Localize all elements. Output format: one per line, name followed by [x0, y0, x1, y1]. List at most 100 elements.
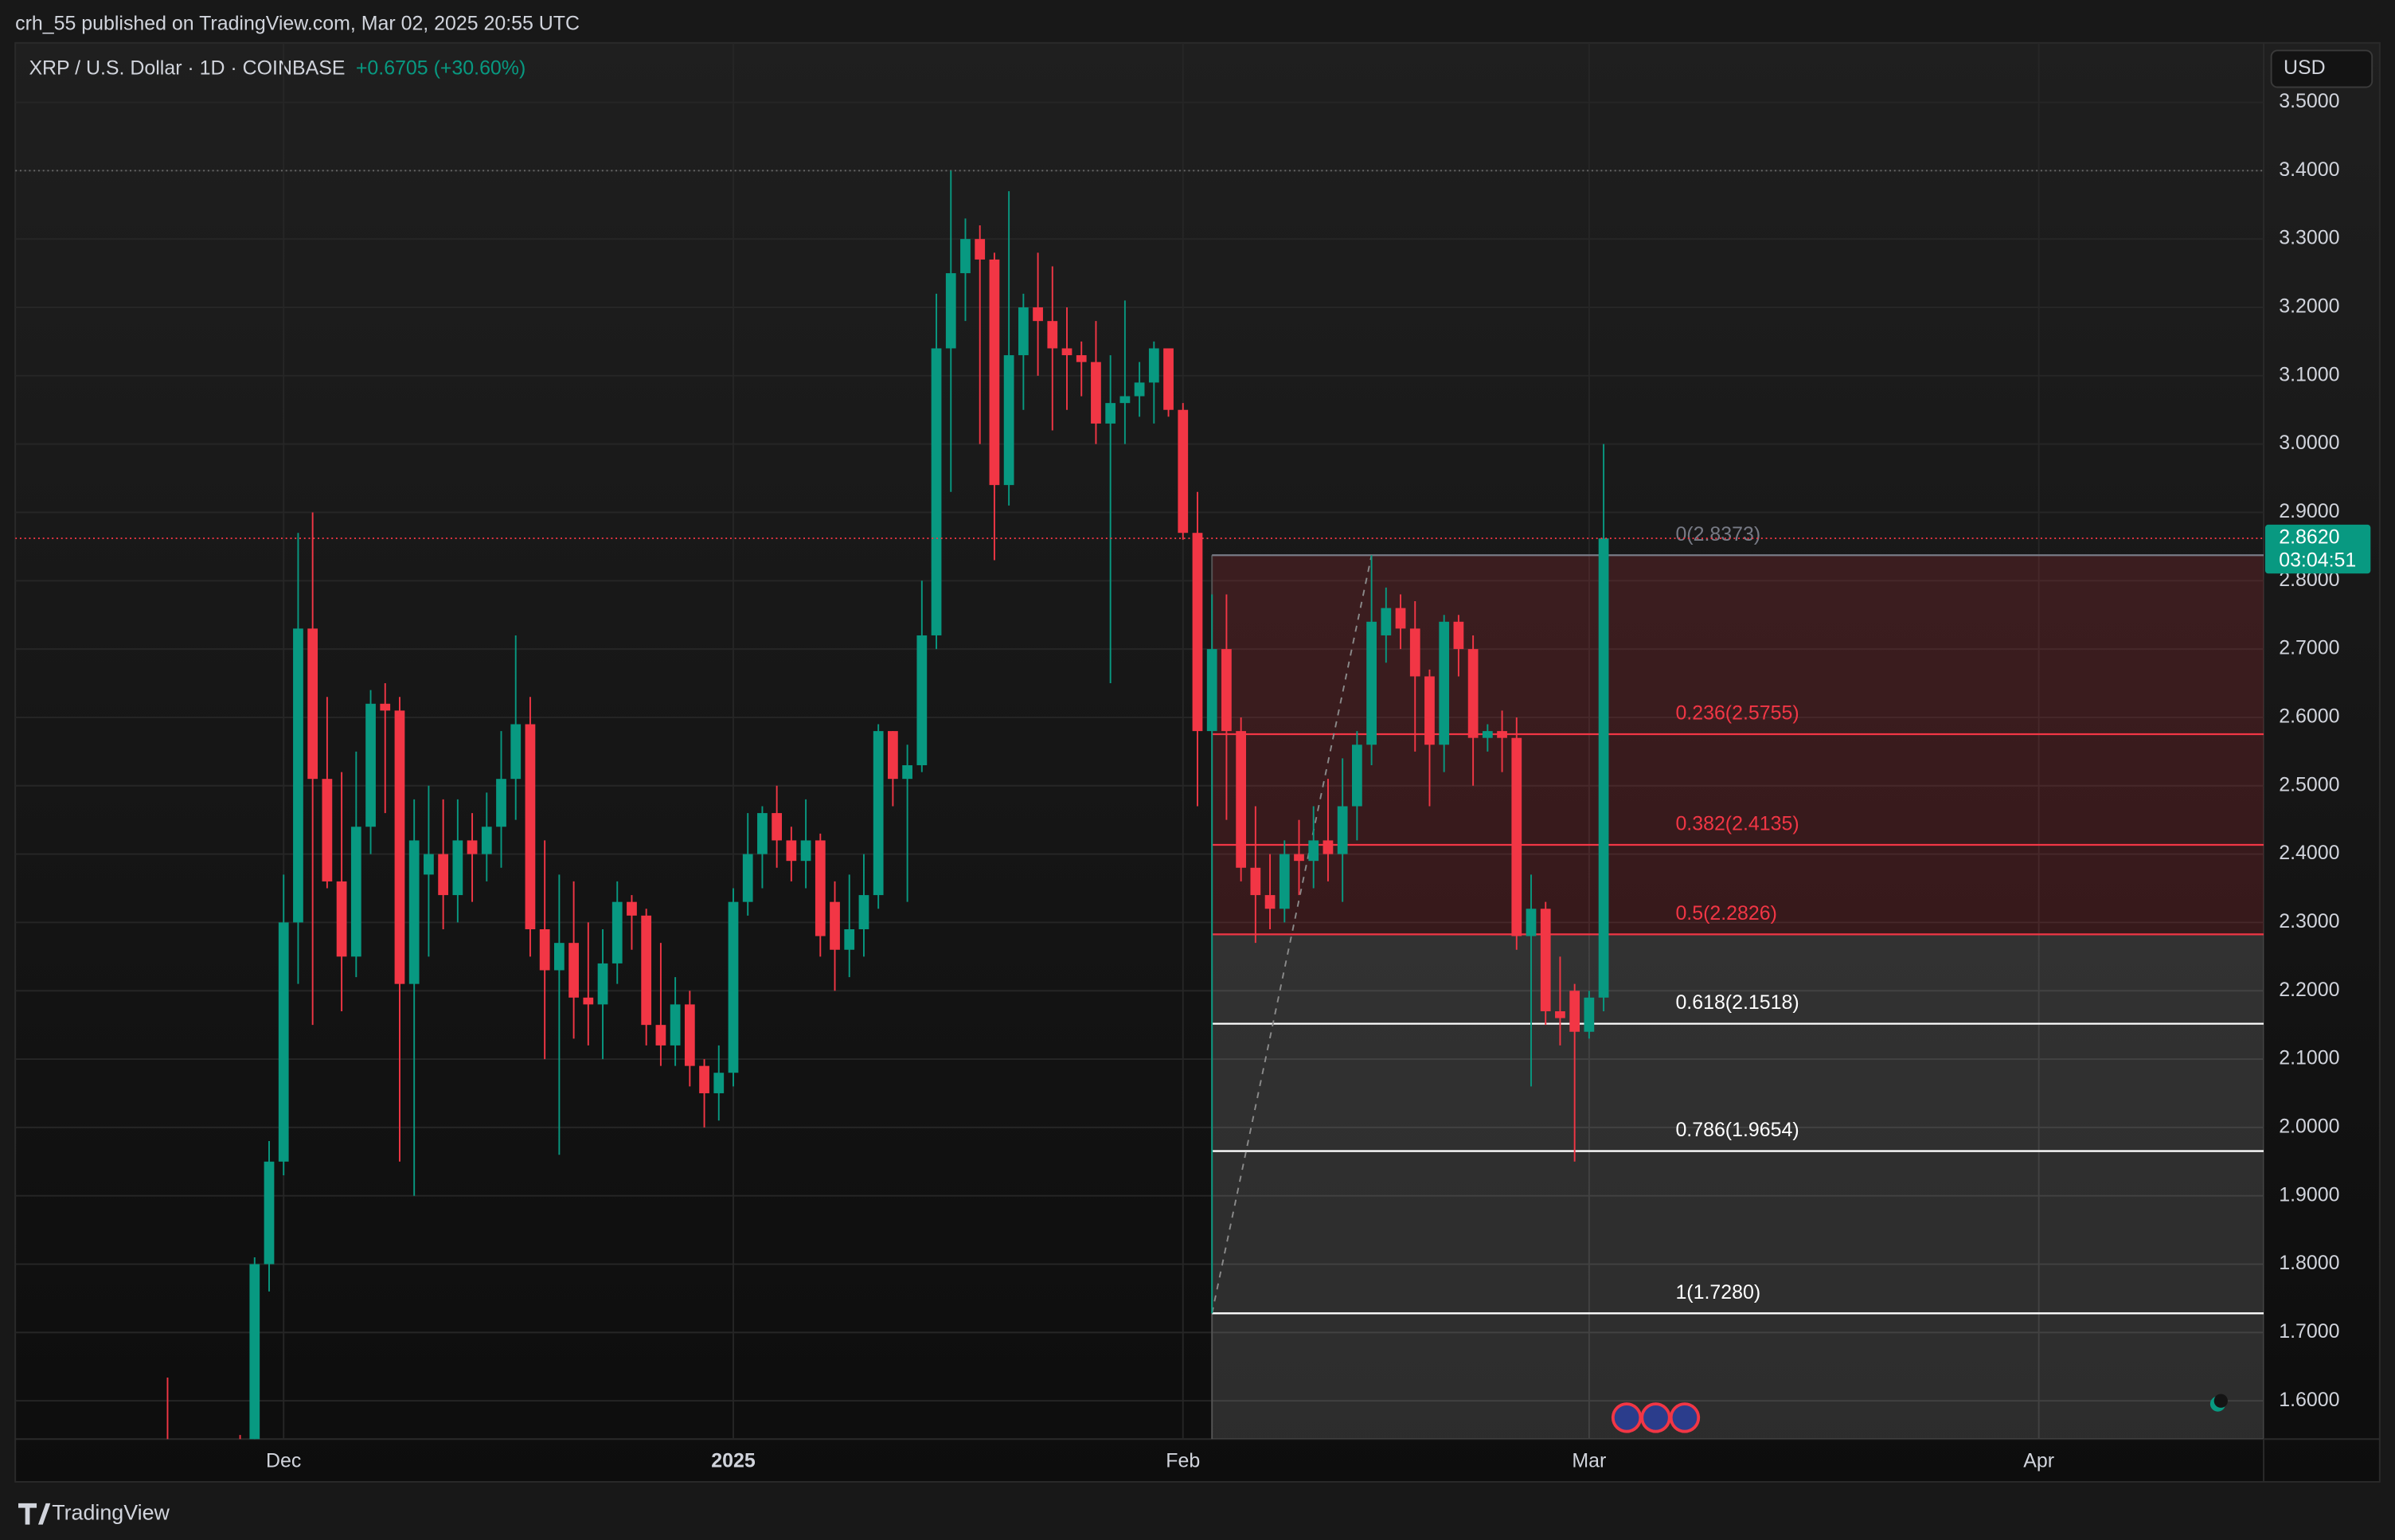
candle-body	[1511, 737, 1522, 936]
candle-body	[452, 840, 463, 896]
candle-body	[1323, 840, 1334, 854]
candle-body	[597, 963, 608, 1005]
candle-body	[684, 1004, 695, 1066]
y-tick-label: 2.9000	[2279, 500, 2339, 522]
candle-body	[467, 840, 478, 854]
y-tick-label: 1.9000	[2279, 1183, 2339, 1206]
candle-body	[438, 854, 448, 896]
candle-body	[525, 724, 536, 929]
x-tick-label: 2025	[711, 1450, 756, 1472]
candle-body	[1352, 745, 1362, 807]
x-tick-label: Apr	[2023, 1450, 2054, 1472]
candle-body	[772, 813, 783, 841]
last-price-label: 2.8620	[2279, 526, 2339, 549]
candle-body	[830, 901, 840, 950]
candle-body	[1409, 628, 1420, 677]
candle-body	[1279, 854, 1290, 909]
candle-body	[553, 943, 565, 971]
y-tick-label: 2.6000	[2279, 706, 2339, 728]
candle-body	[1540, 909, 1551, 1011]
candle-body	[424, 854, 434, 875]
candle-body	[1250, 867, 1261, 896]
candle-body	[583, 997, 594, 1005]
candle-body	[1061, 348, 1072, 356]
candle-body	[307, 628, 318, 780]
fib-level-label: 0.618(2.1518)	[1675, 991, 1799, 1014]
candle-body	[568, 943, 579, 998]
candle-body	[916, 635, 928, 766]
candle-body	[1206, 649, 1217, 732]
candle-body	[380, 703, 391, 711]
y-tick-label: 3.4000	[2279, 158, 2339, 181]
fib-zone-lower	[1212, 934, 2264, 1440]
symbol-title: XRP / U.S. Dollar · 1D · COINBASE	[29, 57, 345, 79]
candle-body	[336, 881, 347, 957]
candle-body	[1294, 854, 1304, 862]
candle-body	[408, 840, 420, 984]
y-tick-label: 3.2000	[2279, 295, 2339, 318]
candle-body	[1047, 321, 1058, 349]
candle-body	[627, 901, 637, 916]
overlay: 1.6000 1.7000 1.8000 1.9000 2.0000 2.1000 2.20…	[266, 90, 2371, 1472]
candle-body	[1526, 909, 1537, 936]
y-tick-label: 2.2000	[2279, 979, 2339, 1001]
candle-body	[1105, 403, 1116, 424]
x-tick-label: Dec	[266, 1450, 301, 1472]
fib-level-label: 0.5(2.2826)	[1675, 902, 1776, 924]
candle-body	[496, 779, 506, 827]
y-tick-label: 3.5000	[2279, 90, 2339, 112]
candle-body	[1584, 997, 1595, 1032]
price-change: +0.6705 (+30.60%)	[356, 57, 525, 79]
candle-body	[1381, 608, 1392, 635]
candle-body	[655, 1025, 666, 1046]
candle-body	[365, 703, 376, 827]
candle-body	[902, 765, 912, 780]
y-tick-label: 3.0000	[2279, 432, 2339, 454]
candle-body	[1497, 731, 1507, 738]
candle-body	[786, 840, 797, 862]
last-price-tag	[2264, 524, 2371, 574]
currency-button-label[interactable]: USD	[2284, 57, 2326, 79]
y-tick-label: 2.5000	[2279, 773, 2339, 795]
candle-body	[989, 259, 1000, 486]
candle-body	[1134, 382, 1145, 397]
candle-body	[1003, 355, 1014, 486]
event-flag[interactable]	[1640, 1402, 1671, 1433]
event-flag[interactable]	[1611, 1402, 1643, 1433]
y-tick-label: 2.3000	[2279, 910, 2339, 932]
y-tick-label: 2.7000	[2279, 637, 2339, 659]
y-tick-label: 3.1000	[2279, 363, 2339, 385]
candle-body	[539, 928, 550, 971]
candle-body	[1439, 621, 1450, 745]
candle-body	[975, 239, 986, 260]
candle-body	[249, 1264, 260, 1440]
fib-level-label: 1(1.7280)	[1675, 1281, 1760, 1304]
candle-body	[1569, 991, 1580, 1032]
candle-body	[1482, 731, 1493, 738]
fib-level-label: 0.382(2.4135)	[1675, 813, 1799, 835]
candle-body	[728, 901, 739, 1073]
candle-body	[1178, 409, 1189, 534]
candle-body	[641, 915, 652, 1026]
event-flag[interactable]	[1669, 1402, 1701, 1433]
symbol-header: XRP / U.S. Dollar · 1D · COINBASE +0.6705…	[29, 57, 525, 79]
candle-body	[713, 1073, 725, 1093]
candle-body	[1395, 608, 1406, 629]
candle-body	[742, 854, 753, 902]
candle-body	[1033, 307, 1043, 322]
candle-body	[800, 840, 811, 862]
candle-body	[1453, 621, 1464, 650]
candle-body	[510, 724, 522, 780]
candle-body	[611, 901, 623, 963]
session-icon-cut	[2213, 1393, 2228, 1408]
candle-body	[394, 710, 405, 984]
y-tick-label: 1.8000	[2279, 1252, 2339, 1274]
candle-body	[1076, 355, 1087, 362]
currency-button[interactable]	[2270, 49, 2374, 88]
countdown-label: 03:04:51	[2279, 549, 2356, 571]
candle-body	[699, 1065, 709, 1093]
candle-body	[1555, 1010, 1565, 1018]
candle-body	[1424, 676, 1435, 745]
candle-body	[1163, 348, 1174, 410]
fib-zone-upper	[1212, 555, 2264, 935]
